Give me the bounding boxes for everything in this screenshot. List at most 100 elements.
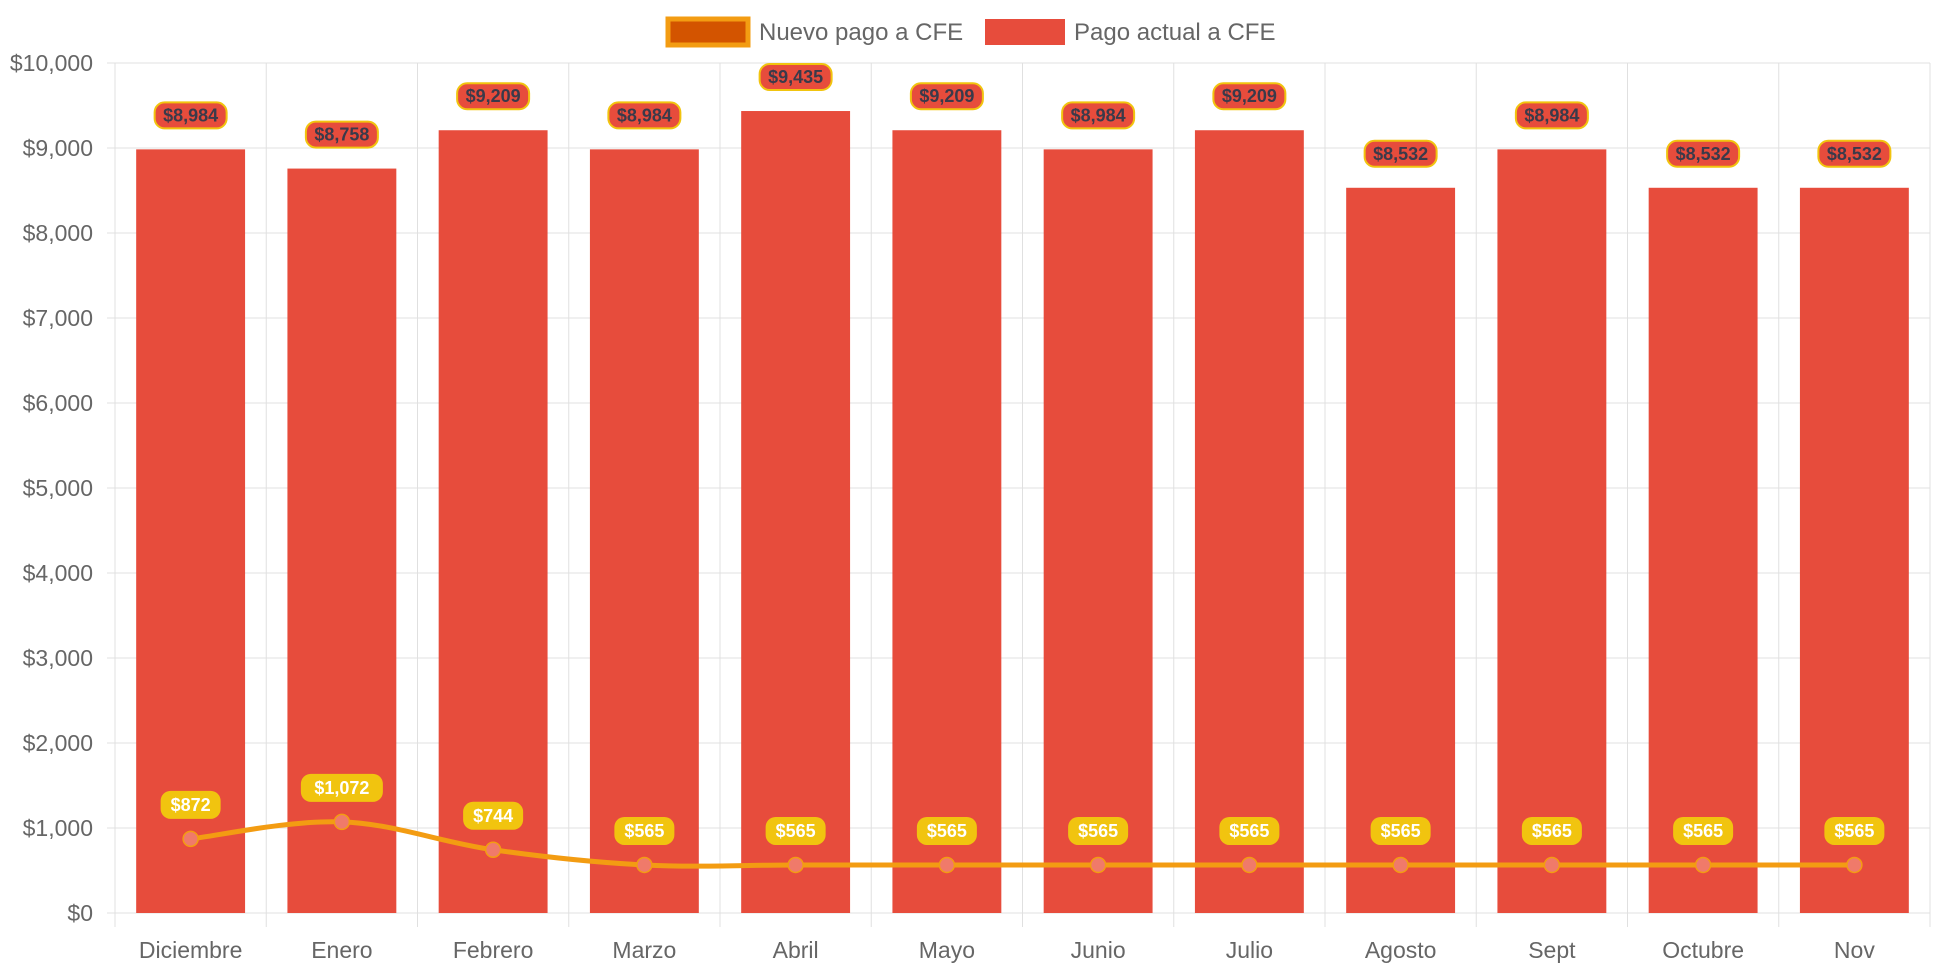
bar-data-label: $8,984 [1514, 101, 1589, 130]
bar[interactable] [1194, 130, 1304, 914]
line-data-label: $565 [1219, 816, 1280, 845]
x-tick-label: Mayo [919, 937, 975, 963]
bar[interactable] [1043, 149, 1153, 914]
line-point[interactable] [1694, 856, 1712, 874]
grid [114, 62, 1931, 927]
x-tick-label: Octubre [1662, 937, 1744, 963]
line-label-text: $565 [776, 821, 816, 841]
line-point[interactable] [938, 856, 956, 874]
y-tick-label: $8,000 [23, 220, 93, 246]
bar-data-label: $8,532 [1363, 139, 1438, 168]
y-tick-label: $5,000 [23, 475, 93, 501]
line-point[interactable] [1089, 856, 1107, 874]
line-label-box [300, 773, 383, 802]
bar-data-label: $8,984 [607, 101, 682, 130]
x-tick-label: Abril [773, 937, 819, 963]
line-label-box [463, 801, 524, 830]
bar[interactable] [892, 130, 1002, 914]
bar-label-text: $9,209 [919, 86, 974, 106]
bar-data-label: $8,532 [1817, 139, 1892, 168]
bar[interactable] [1346, 187, 1456, 913]
line-data-label: $565 [1521, 816, 1582, 845]
line-point[interactable] [1241, 856, 1258, 874]
line-point[interactable] [636, 856, 653, 874]
line-point[interactable] [1543, 856, 1561, 874]
line-label-text: $565 [1683, 821, 1723, 841]
y-tick-label: $7,000 [23, 305, 93, 331]
line-data-label: $565 [1370, 816, 1431, 845]
y-tick-label: $10,000 [10, 50, 93, 76]
bar-label-box [153, 101, 228, 130]
bar-data-label: $9,209 [909, 82, 984, 111]
line-label-box [1370, 816, 1431, 845]
bar[interactable] [136, 149, 246, 914]
bar-label-text: $8,532 [1827, 144, 1882, 164]
line-series [182, 813, 1863, 874]
line-label-box [1068, 816, 1129, 845]
bar-data-label: $8,984 [153, 101, 228, 130]
y-tick-label: $6,000 [23, 390, 93, 416]
x-tick-label: Julio [1226, 937, 1273, 963]
x-axis: Diciembre Enero Febrero Marzo Abril Mayo Junio… [139, 937, 1875, 963]
bar-label-box [1363, 139, 1438, 168]
y-tick-label: $9,000 [23, 135, 93, 161]
bar-label-text: $9,209 [1222, 86, 1277, 106]
bar-data-label: $9,209 [1212, 82, 1287, 111]
legend-label-1[interactable]: Pago actual a CFE [1074, 19, 1275, 46]
bar-label-text: $9,209 [466, 86, 521, 106]
line-label-box [765, 816, 826, 845]
bar[interactable] [438, 130, 548, 914]
x-tick-label: Febrero [453, 937, 534, 963]
y-tick-label: $2,000 [23, 730, 93, 756]
line-point[interactable] [484, 841, 502, 859]
line-label-text: $565 [1078, 821, 1118, 841]
bar-label-text: $8,984 [163, 105, 218, 125]
line-label-text: $1,072 [314, 778, 369, 798]
bar-label-box [304, 120, 379, 149]
line-label-text: $872 [171, 795, 211, 815]
bar-data-label: $8,532 [1666, 139, 1741, 168]
legend-label-0[interactable]: Nuevo pago a CFE [759, 19, 963, 46]
bar-label-text: $9,435 [768, 67, 823, 87]
line-data-label: $565 [1673, 816, 1734, 845]
bar-label-box [456, 82, 531, 111]
bar-label-text: $8,532 [1676, 144, 1731, 164]
bar-label-box [1514, 101, 1589, 130]
legend: Nuevo pago a CFE Pago actual a CFE [665, 16, 1275, 48]
y-tick-label: $0 [67, 900, 93, 926]
x-tick-label: Marzo [612, 937, 676, 963]
x-tick-label: Junio [1071, 937, 1126, 963]
line-point[interactable] [1392, 856, 1409, 874]
bar-label-box [758, 63, 833, 92]
bar-data-label: $9,435 [758, 63, 833, 92]
y-axis: $0 $1,000 $2,000 $3,000 $4,000 $5,000 $6,000 $7… [10, 50, 115, 926]
line-data-label: $565 [1068, 816, 1129, 845]
bar[interactable] [1648, 187, 1758, 913]
bar-label-box [1666, 139, 1741, 168]
line-data-label: $872 [160, 790, 221, 819]
y-tick-label: $1,000 [23, 815, 93, 841]
bar[interactable] [1497, 149, 1607, 914]
line-label-box [1521, 816, 1582, 845]
line-point[interactable] [333, 813, 351, 831]
bar-label-text: $8,984 [1071, 105, 1126, 125]
bar[interactable] [741, 111, 851, 913]
line-point[interactable] [1846, 856, 1863, 874]
line-point[interactable] [787, 856, 804, 874]
bar-label-box [1817, 139, 1892, 168]
x-tick-label: Enero [311, 937, 372, 963]
line-label-box [916, 816, 977, 845]
bar-label-text: $8,984 [617, 105, 672, 125]
line-point[interactable] [182, 830, 199, 848]
line-label-text: $565 [1834, 821, 1874, 841]
x-tick-label: Nov [1834, 937, 1875, 963]
bar[interactable] [1799, 187, 1909, 913]
bar-label-text: $8,984 [1524, 105, 1579, 125]
bar[interactable] [589, 149, 699, 914]
line-data-label: $744 [463, 801, 524, 830]
line-label-box [1824, 816, 1885, 845]
line-data-label: $565 [765, 816, 826, 845]
bar-label-text: $8,532 [1373, 144, 1428, 164]
bar-label-text: $8,758 [314, 125, 369, 145]
